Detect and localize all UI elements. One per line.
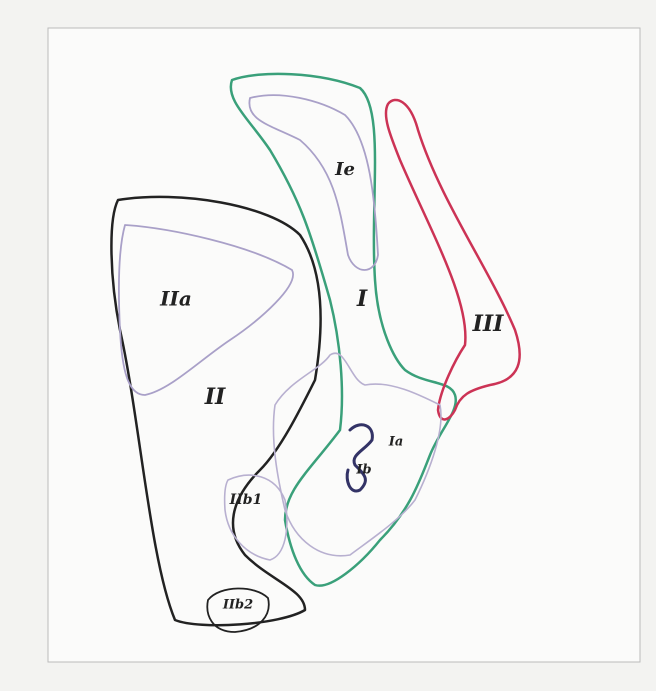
region-label: IIb1 (229, 492, 263, 508)
region-label: I (356, 286, 368, 312)
outline-iib2 (206, 587, 270, 633)
plot-frame (47, 27, 641, 663)
region-label: Ie (334, 159, 355, 180)
hand-outlines (110, 72, 521, 633)
region-label: IIb2 (222, 598, 253, 613)
outline-iii (384, 98, 521, 421)
outline-ie (248, 94, 379, 271)
region-label: II (204, 384, 226, 410)
region-label: III (472, 311, 505, 337)
region-labels: IIa II Ie I III Ia Ib IIb1 IIb2 (159, 159, 504, 613)
region-label: Ia (388, 435, 404, 450)
outline-iia (117, 224, 294, 396)
outline-ib-core (345, 423, 374, 493)
outline-ib (272, 352, 442, 557)
outline-iib1 (223, 474, 288, 561)
region-label: IIa (159, 287, 192, 311)
region-label: Ib (355, 463, 371, 478)
outline-ii (110, 195, 322, 627)
